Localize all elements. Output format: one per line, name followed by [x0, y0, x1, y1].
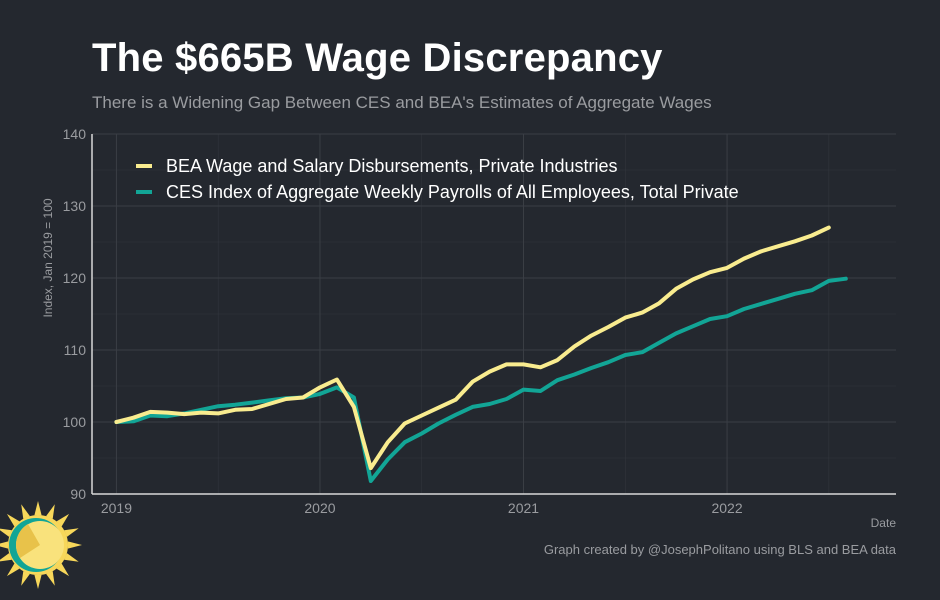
- sun-shade-icon: [16, 524, 40, 558]
- sun-ray-icon: [46, 571, 55, 586]
- source-credit: Graph created by @JosephPolitano using B…: [543, 542, 896, 557]
- sun-ray-icon: [34, 574, 42, 589]
- sun-ray-icon: [64, 528, 79, 537]
- sun-ray-icon: [56, 513, 70, 527]
- legend-label-ces: CES Index of Aggregate Weekly Payrolls o…: [166, 182, 739, 202]
- y-tick-labels: 90 100 110 120 130 140: [63, 126, 87, 502]
- sun-ray-icon: [67, 541, 82, 549]
- x-axis-title: Date: [871, 516, 897, 530]
- sun-ray-icon: [0, 528, 12, 537]
- axes: [91, 134, 896, 495]
- y-tick-label: 140: [63, 126, 87, 142]
- y-tick-label: 90: [70, 486, 86, 502]
- chart-title: The $665B Wage Discrepancy: [92, 36, 663, 80]
- chart-subtitle: There is a Widening Gap Between CES and …: [92, 93, 712, 112]
- y-tick-label: 100: [63, 414, 87, 430]
- sun-ray-icon: [21, 504, 30, 519]
- sun-ray-icon: [0, 553, 12, 562]
- series-line-bea: [114, 225, 831, 471]
- series-lines: [114, 225, 848, 483]
- legend[interactable]: BEA Wage and Salary Disbursements, Priva…: [136, 156, 739, 202]
- sun-ray-icon: [6, 513, 20, 527]
- sun-ray-icon: [21, 571, 30, 586]
- x-tick-label: 2019: [101, 500, 132, 516]
- y-tick-label: 130: [63, 198, 87, 214]
- y-tick-label: 120: [63, 270, 87, 286]
- sun-logo-icon: [0, 501, 82, 589]
- sun-ray-icon: [64, 553, 79, 562]
- x-tick-label: 2020: [304, 500, 335, 516]
- sun-ray-icon: [6, 563, 20, 577]
- x-tick-labels: 2019 2020 2021 2022: [101, 500, 743, 516]
- series-line-ces: [114, 276, 848, 483]
- sun-ray-icon: [0, 541, 9, 549]
- sun-ray-icon: [34, 501, 42, 516]
- x-tick-label: 2022: [711, 500, 742, 516]
- sun-rays-icon: [0, 501, 82, 589]
- x-tick-label: 2021: [508, 500, 539, 516]
- y-tick-label: 110: [64, 342, 87, 358]
- legend-label-bea: BEA Wage and Salary Disbursements, Priva…: [166, 156, 618, 176]
- y-axis-title: Index, Jan 2019 = 100: [41, 198, 55, 317]
- sun-ray-icon: [56, 563, 70, 577]
- sun-ray-icon: [46, 504, 55, 519]
